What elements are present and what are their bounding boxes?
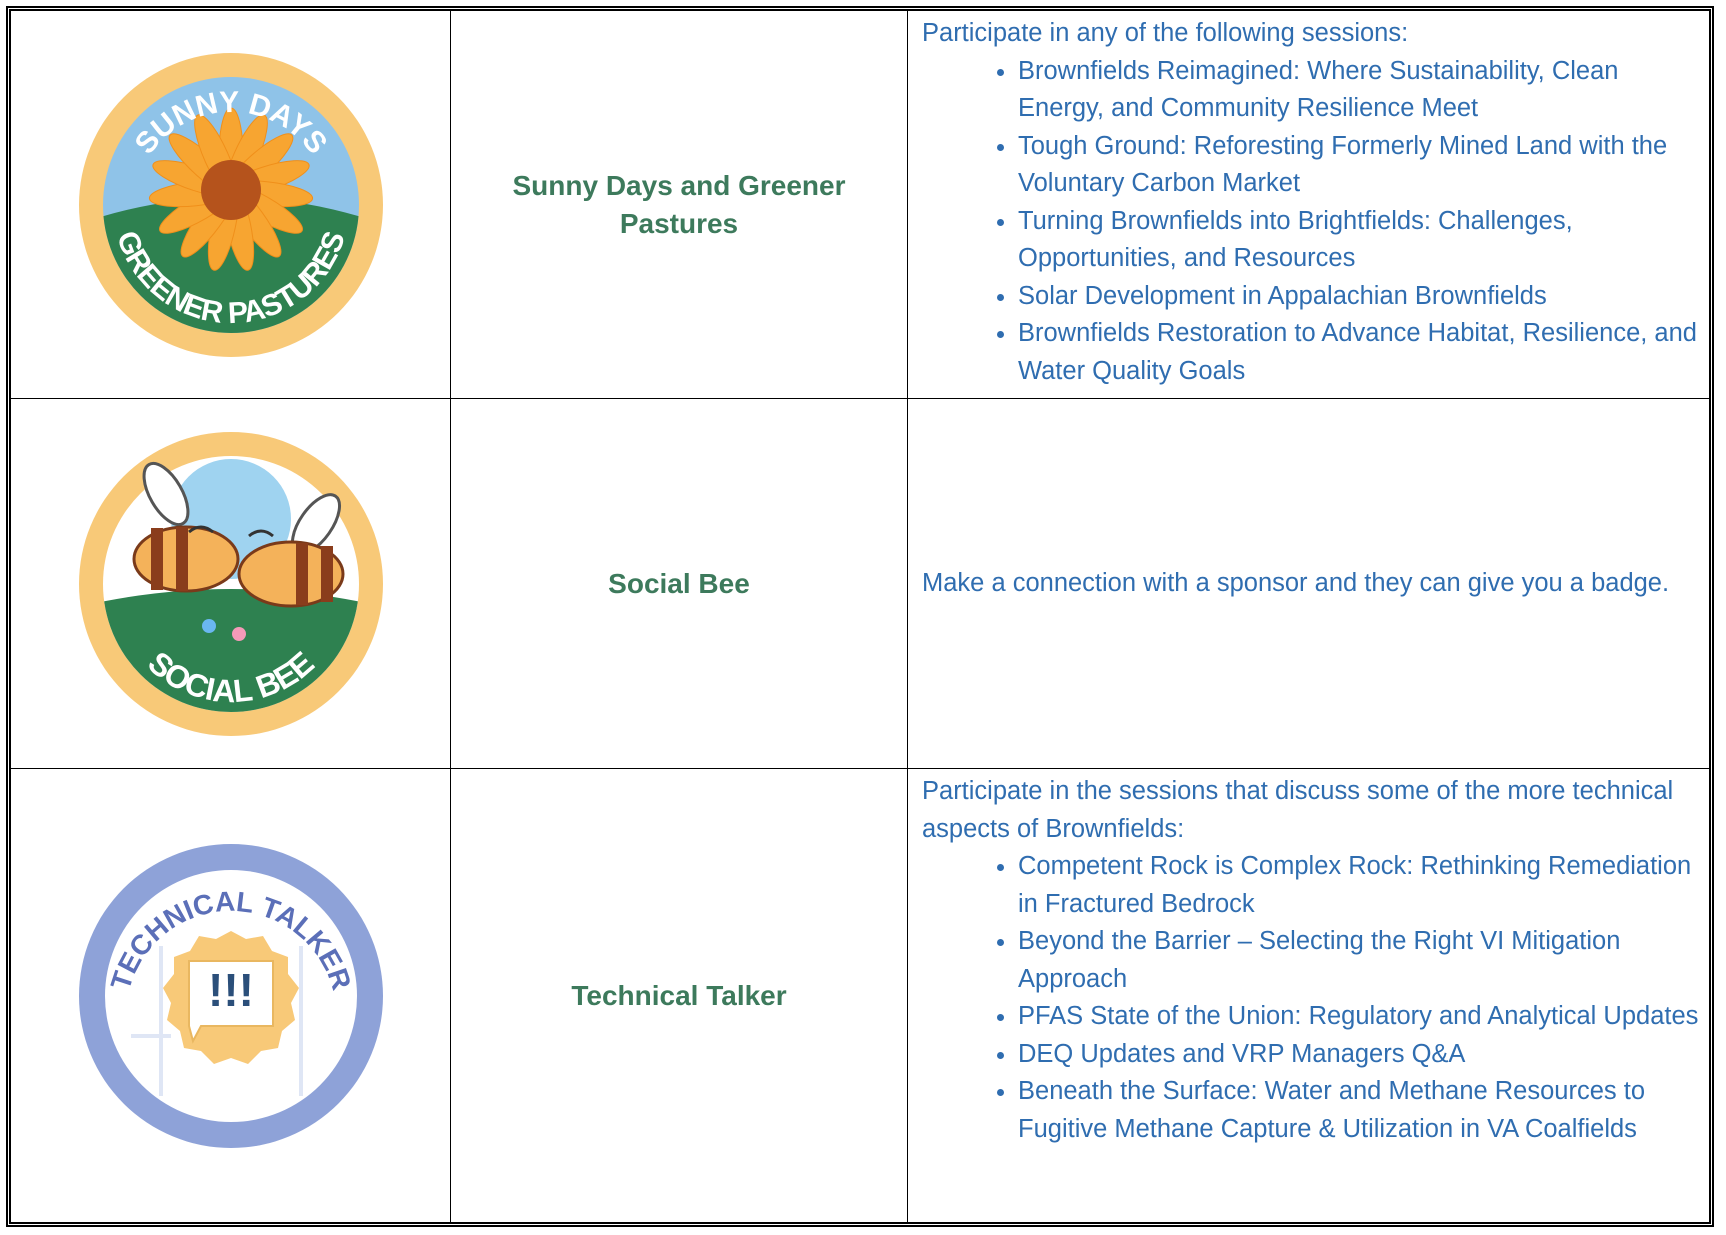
- session-item: PFAS State of the Union: Regulatory and …: [1018, 998, 1699, 1036]
- session-item: Turning Brownfields into Brightfields: C…: [1018, 203, 1699, 278]
- sunny-badge: SUNNY DAYS GREENER PASTURES: [78, 52, 383, 357]
- badge-description: Make a connection with a sponsor and the…: [908, 399, 1709, 769]
- badge-cell: SOCIAL BEE: [11, 399, 451, 769]
- badge-description: Participate in any of the following sess…: [908, 11, 1709, 399]
- session-list: Competent Rock is Complex Rock: Rethinki…: [922, 848, 1699, 1148]
- session-item: Brownfields Reimagined: Where Sustainabi…: [1018, 53, 1699, 128]
- badge-cell: !!! TECHNICAL TALKER: [11, 769, 451, 1222]
- description-intro: Participate in the sessions that discuss…: [922, 777, 1674, 843]
- session-item: Solar Development in Appalachian Brownfi…: [1018, 278, 1699, 316]
- session-item: Brownfields Restoration to Advance Habit…: [1018, 315, 1699, 390]
- session-item: Tough Ground: Reforesting Formerly Mined…: [1018, 128, 1699, 203]
- session-item: DEQ Updates and VRP Managers Q&A: [1018, 1036, 1699, 1074]
- description-intro: Make a connection with a sponsor and the…: [922, 568, 1670, 597]
- badge-name: Technical Talker: [451, 769, 908, 1222]
- badge-cell: SUNNY DAYS GREENER PASTURES: [11, 11, 451, 399]
- session-item: Beyond the Barrier – Selecting the Right…: [1018, 923, 1699, 998]
- badge-label: !!!: [208, 964, 254, 1016]
- badge-name: Social Bee: [451, 399, 908, 769]
- technical-badge: !!! TECHNICAL TALKER: [78, 843, 383, 1148]
- session-list: Brownfields Reimagined: Where Sustainabi…: [922, 53, 1699, 391]
- session-item: Competent Rock is Complex Rock: Rethinki…: [1018, 848, 1699, 923]
- badge-table: SUNNY DAYS GREENER PASTURES Sunny Days a…: [6, 6, 1714, 1227]
- badge-name: Sunny Days and Greener Pastures: [451, 11, 908, 399]
- badge-description: Participate in the sessions that discuss…: [908, 769, 1709, 1222]
- bee-badge: SOCIAL BEE: [78, 431, 383, 736]
- session-item: Beneath the Surface: Water and Methane R…: [1018, 1073, 1699, 1148]
- description-intro: Participate in any of the following sess…: [922, 19, 1409, 47]
